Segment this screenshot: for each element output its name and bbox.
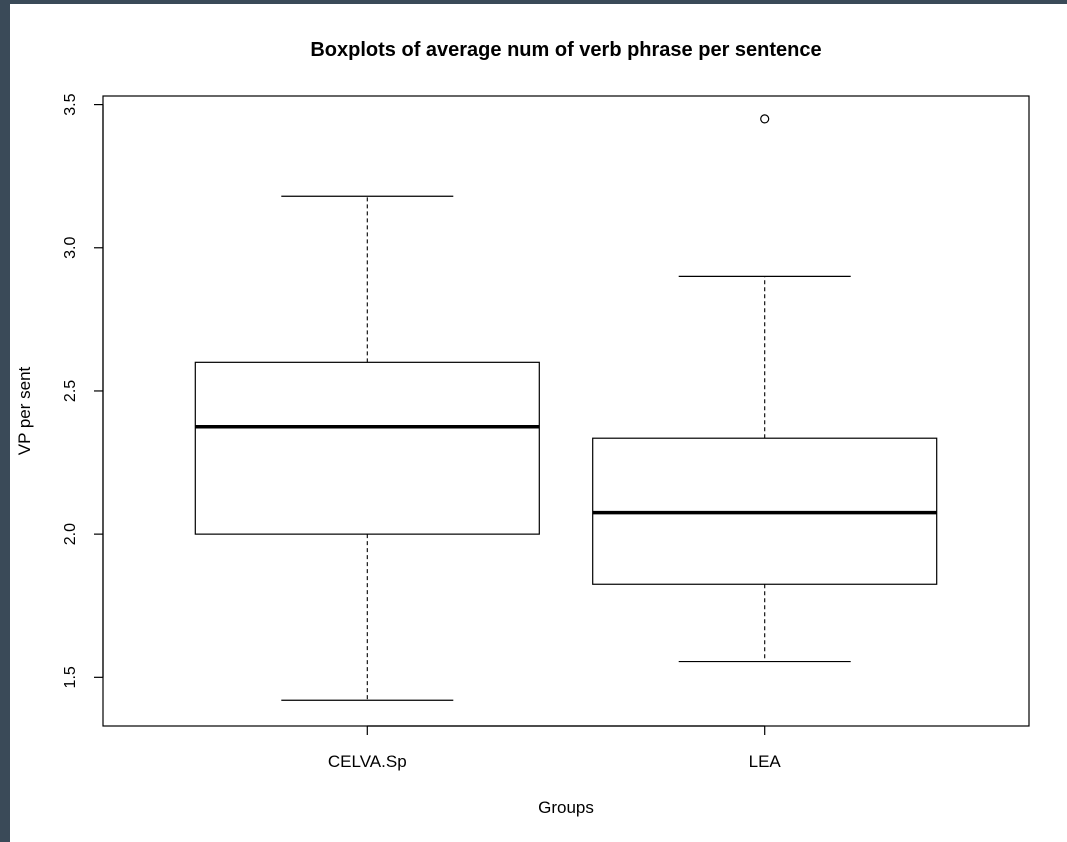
outlier-point [760, 114, 770, 124]
y-tick-label: 2.0 [62, 523, 79, 545]
chart-title: Boxplots of average num of verb phrase p… [310, 39, 821, 61]
y-axis-label: VP per sent [15, 366, 34, 455]
window-top-edge [0, 0, 1067, 4]
y-tick-label: 3.0 [62, 237, 79, 259]
y-tick-label: 2.5 [62, 380, 79, 402]
x-tick-label: LEA [749, 752, 782, 771]
box-iqr [194, 361, 540, 535]
window-left-edge [0, 0, 10, 842]
y-tick-label: 1.5 [62, 666, 79, 688]
y-tick-label: 3.5 [62, 93, 79, 115]
x-tick-label: CELVA.Sp [328, 752, 407, 771]
x-axis-label: Groups [538, 798, 594, 817]
